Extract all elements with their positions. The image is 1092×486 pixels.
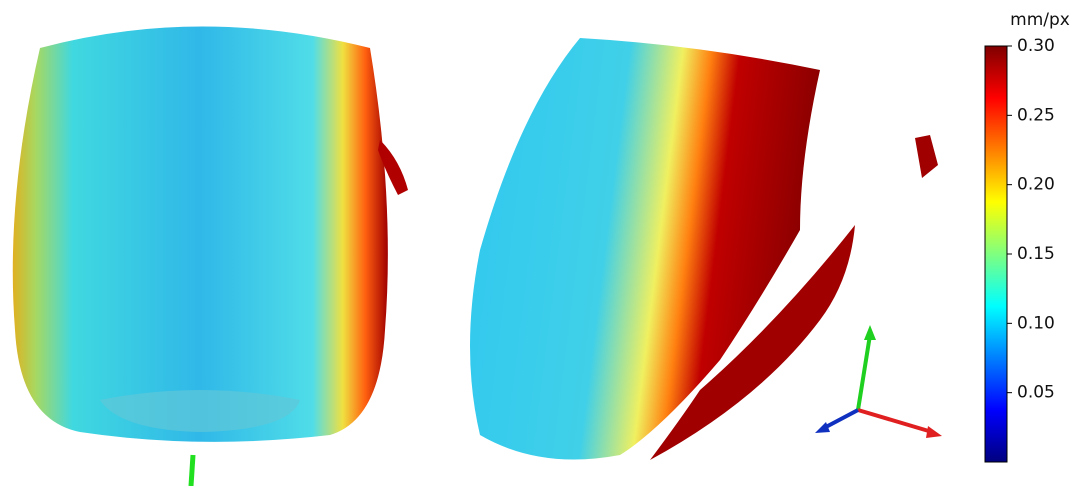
- colorbar-bar: [985, 46, 1007, 462]
- figure: mm/px 0.30 0.25 0.20 0.15 0.10 0.05: [0, 0, 1092, 486]
- colorbar-tick-label: 0.20: [1017, 175, 1055, 195]
- colorbar-tick-label: 0.25: [1017, 105, 1055, 125]
- left-scan: [13, 27, 408, 486]
- colorbar: mm/px 0.30 0.25 0.20 0.15 0.10 0.05: [985, 10, 1070, 462]
- colorbar-tick-label: 0.10: [1017, 313, 1055, 333]
- colorbar-label: mm/px: [1010, 10, 1070, 30]
- right-scan: [470, 38, 938, 460]
- colorbar-tick-label: 0.30: [1017, 36, 1055, 56]
- colorbar-tick-label: 0.05: [1017, 383, 1055, 403]
- axes-triad: [815, 325, 942, 438]
- colorbar-tick-label: 0.15: [1017, 244, 1055, 264]
